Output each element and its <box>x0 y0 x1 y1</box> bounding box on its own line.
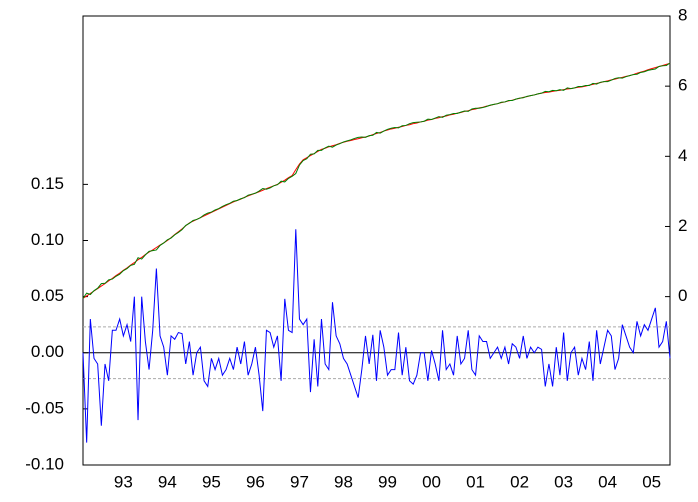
series-line <box>82 62 671 299</box>
x-tick-label: 94 <box>158 472 177 491</box>
x-tick-label: 97 <box>290 472 309 491</box>
x-tick-label: 96 <box>246 472 265 491</box>
y2-tick-label: 0 <box>678 286 687 305</box>
x-tick-label: 95 <box>202 472 221 491</box>
x-tick-label: 04 <box>598 472 617 491</box>
y-tick-label: 0.05 <box>31 286 64 305</box>
y-tick-label: 0.10 <box>31 230 64 249</box>
y-tick-label: 0.00 <box>31 342 64 361</box>
y2-tick-label: 6 <box>678 76 687 95</box>
x-tick-label: 99 <box>378 472 397 491</box>
y2-tick-label: 8 <box>678 5 687 24</box>
x-tick-label: 01 <box>466 472 485 491</box>
y-tick-label: -0.10 <box>25 454 64 473</box>
x-tick-label: 02 <box>510 472 529 491</box>
y-tick-label: -0.05 <box>25 398 64 417</box>
x-tick-label: 98 <box>334 472 353 491</box>
x-tick-label: 93 <box>114 472 133 491</box>
series-line <box>82 229 671 443</box>
x-tick-label: 03 <box>554 472 573 491</box>
y2-tick-label: 2 <box>678 216 687 235</box>
y-tick-label: 0.15 <box>31 174 64 193</box>
x-tick-label: 00 <box>422 472 441 491</box>
series-line <box>82 62 671 299</box>
plot-frame <box>82 15 671 466</box>
x-tick-label: 05 <box>642 472 661 491</box>
y2-tick-label: 4 <box>678 146 687 165</box>
